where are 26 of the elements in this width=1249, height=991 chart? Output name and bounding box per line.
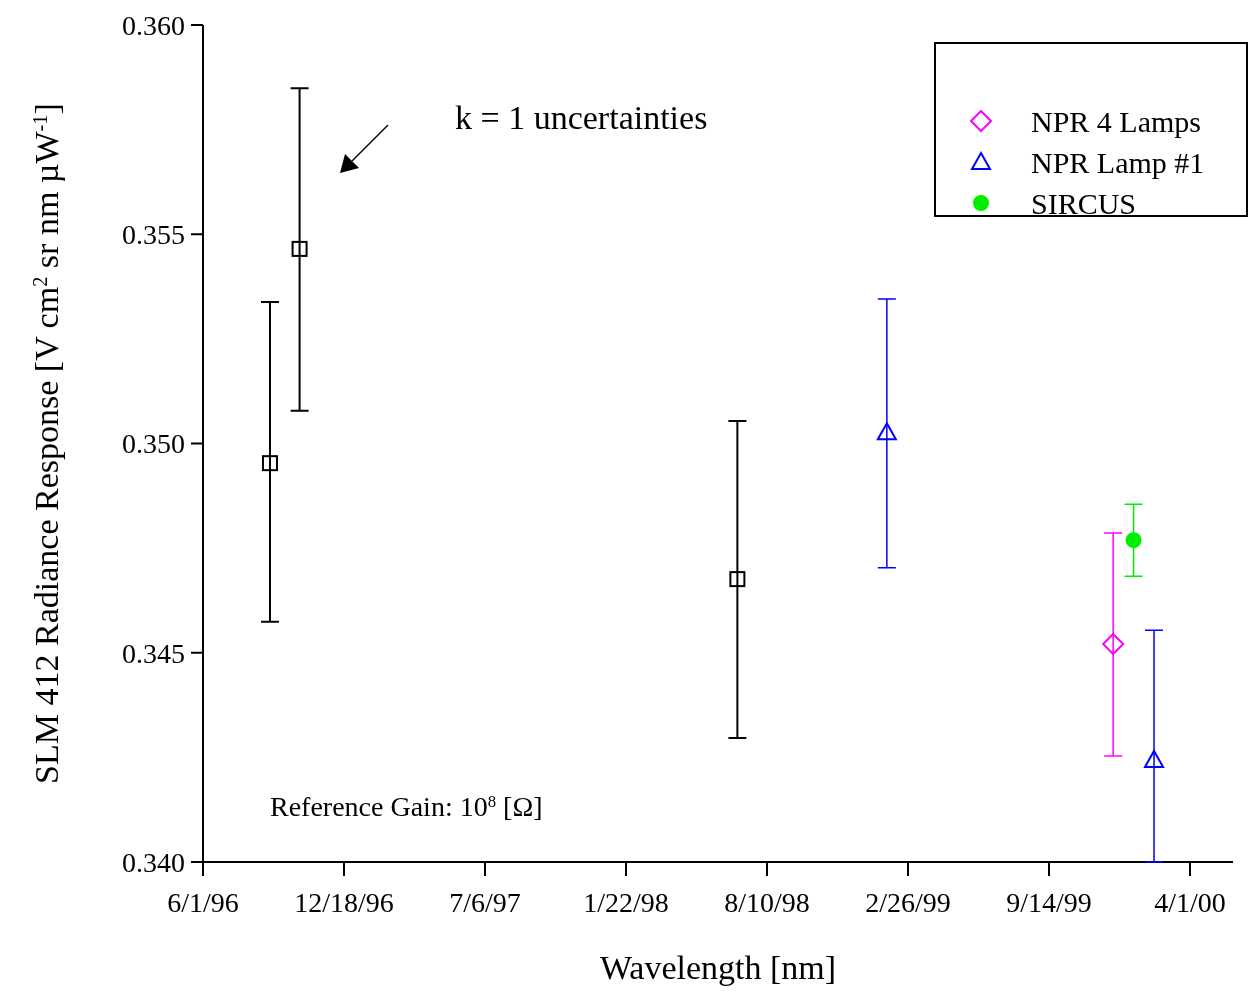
y-tick-label: 0.360 [122,9,185,41]
x-tick-label: 8/10/98 [724,887,810,918]
y-tick-label: 0.340 [122,846,185,878]
point [261,455,278,472]
y-tick-label: 0.350 [122,428,185,460]
point [876,422,897,441]
point [291,240,308,257]
x-tick-label: 9/14/99 [1006,887,1092,918]
x-tick-label: 12/18/96 [294,887,394,918]
x-tick-label: 2/26/99 [865,887,951,918]
annotation: k = 1 uncertainties [455,99,708,136]
x-tick-label: 1/22/98 [583,887,669,918]
legend-label: NPR Lamp #1 [1031,145,1205,179]
x-axis-title: Wavelength [nm] [599,949,837,986]
y-tick-label: 0.345 [122,637,185,669]
legend-label: NPR 4 Lamps [1031,104,1202,138]
point [1102,632,1125,655]
point [1144,749,1165,768]
y-tick-label: 0.355 [122,219,185,251]
x-tick-label: 4/1/00 [1154,887,1226,918]
point [729,571,746,588]
x-tick-label: 7/6/97 [449,887,521,918]
legend-label: SIRCUS [1031,186,1137,220]
annotation: Reference Gain: 10$^{8}$ [Ω] [270,791,543,822]
x-tick-label: 6/1/96 [167,887,239,918]
point [1125,532,1142,549]
